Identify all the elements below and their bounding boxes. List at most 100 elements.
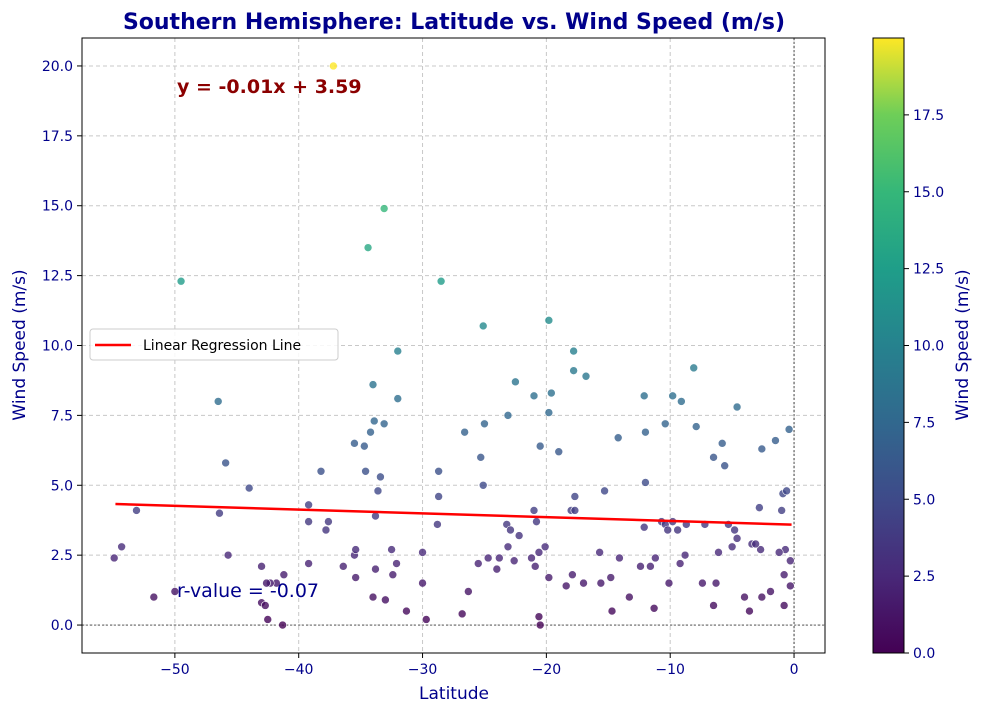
- chart-title: Southern Hemisphere: Latitude vs. Wind S…: [123, 10, 785, 35]
- x-tick-label: −50: [160, 662, 190, 678]
- scatter-point: [351, 573, 360, 582]
- scatter-point: [418, 548, 427, 557]
- scatter-point: [495, 553, 504, 563]
- scatter-point: [221, 458, 230, 468]
- scatter-point: [304, 500, 313, 510]
- scatter-point: [534, 612, 544, 621]
- scatter-point: [478, 321, 488, 331]
- scatter-point: [615, 553, 624, 563]
- colorbar-gradient: [872, 37, 905, 654]
- scatter-point: [527, 553, 536, 563]
- x-tick-label: −40: [284, 662, 314, 678]
- scatter-point: [379, 204, 389, 213]
- scatter-point: [387, 545, 396, 554]
- x-tick-label: 0: [790, 662, 799, 678]
- scatter-point: [170, 587, 180, 596]
- scatter-point: [547, 388, 556, 398]
- scatter-point: [786, 556, 795, 566]
- scatter-point: [532, 517, 541, 526]
- scatter-point: [324, 517, 333, 526]
- scatter-point: [568, 570, 577, 580]
- regression-equation: y = -0.01x + 3.59: [177, 76, 362, 98]
- scatter-point: [755, 503, 764, 512]
- scatter-point: [709, 601, 718, 610]
- scatter-point: [366, 427, 375, 437]
- scatter-point: [509, 556, 519, 566]
- scatter-point: [727, 542, 737, 552]
- scatter-point: [570, 492, 580, 501]
- colorbar-tick-label: 15.0: [913, 185, 944, 201]
- scatter-point: [480, 419, 489, 429]
- scatter-point: [784, 425, 794, 434]
- scatter-point: [529, 506, 539, 515]
- scatter-point: [360, 441, 369, 451]
- scatter-point: [544, 573, 554, 582]
- scatter-point: [371, 564, 380, 574]
- y-axis-label: Wind Speed (m/s): [10, 269, 30, 420]
- scatter-point: [117, 542, 126, 552]
- scatter-point: [392, 559, 401, 568]
- scatter-point: [464, 587, 473, 596]
- scatter-point: [304, 517, 313, 526]
- colorbar-tick-label: 7.5: [913, 415, 935, 431]
- scatter-point: [698, 578, 707, 588]
- scatter-point: [570, 506, 580, 515]
- colorbar-tick-label: 17.5: [913, 108, 944, 124]
- scatter-point: [421, 615, 431, 624]
- scatter-point: [639, 522, 649, 532]
- scatter-point: [393, 346, 403, 356]
- scatter-point: [596, 578, 606, 588]
- scatter-point: [779, 570, 789, 580]
- legend-box: [89, 328, 339, 361]
- scatter-point: [402, 606, 411, 616]
- scatter-point: [751, 539, 760, 549]
- scatter-point: [418, 578, 427, 588]
- scatter-point: [433, 520, 442, 529]
- scatter-point: [534, 548, 544, 557]
- x-tick-label: −10: [655, 662, 685, 678]
- scatter-point: [244, 483, 254, 493]
- scatter-point: [350, 439, 359, 448]
- scatter-point: [215, 508, 224, 518]
- scatter-point: [476, 453, 486, 462]
- scatter-point: [779, 601, 789, 610]
- colorbar-tick-label: 10.0: [913, 339, 944, 355]
- scatter-point: [717, 439, 727, 448]
- scatter-point: [639, 391, 649, 401]
- scatter-point: [304, 559, 313, 568]
- y-axis-ticks: 0.0 2.5 5.0 7.5 10.0 12.5 15.0 17.5 20.0: [42, 59, 82, 634]
- scatter-point: [757, 444, 767, 454]
- scatter-point: [368, 380, 378, 389]
- scatter-point: [745, 606, 754, 616]
- scatter-point: [363, 243, 373, 252]
- scatter-point: [664, 578, 674, 588]
- scatter-point: [376, 472, 385, 482]
- scatter-point: [581, 371, 591, 381]
- scatter-point: [506, 525, 515, 535]
- scatter-point: [149, 592, 159, 602]
- y-tick-label: 12.5: [42, 269, 73, 285]
- scatter-point: [673, 525, 682, 535]
- x-tick-label: −20: [532, 662, 562, 678]
- scatter-point: [569, 366, 578, 375]
- scatter-point: [478, 480, 488, 490]
- scatter-point: [260, 601, 270, 610]
- scatter-point: [757, 592, 767, 602]
- scatter-point: [460, 427, 469, 437]
- scatter-point: [535, 441, 545, 451]
- scatter-point: [393, 394, 403, 403]
- scatter-point: [732, 534, 742, 543]
- y-tick-label: 0.0: [51, 618, 73, 634]
- scatter-point: [388, 570, 398, 580]
- colorbar-ticks: 0.0 2.5 5.0 7.5 10.0 12.5 15.0 17.5: [904, 108, 944, 662]
- scatter-point: [316, 466, 326, 476]
- scatter-point: [709, 453, 718, 462]
- scatter-point: [321, 525, 331, 535]
- scatter-point: [740, 592, 749, 602]
- scatter-point: [613, 433, 623, 443]
- legend: Linear Regression Line: [89, 328, 339, 361]
- scatter-point: [774, 548, 784, 557]
- scatter-point: [262, 578, 271, 588]
- y-tick-label: 7.5: [51, 408, 73, 424]
